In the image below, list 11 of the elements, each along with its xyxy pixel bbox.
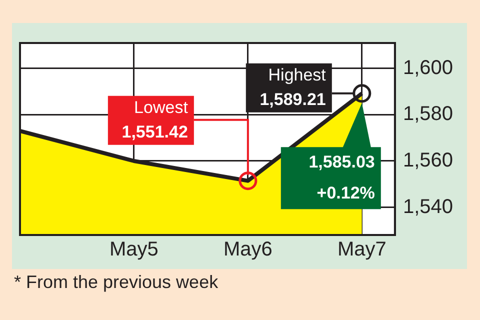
y-tick-label: 1,600 bbox=[402, 56, 454, 79]
annotation: 1,585.03 +0.12% bbox=[308, 152, 375, 202]
y-tick-label: 1,540 bbox=[402, 196, 454, 218]
annotation: Highest 1,589.21 bbox=[260, 65, 326, 109]
y-tick-label: 1,580 bbox=[402, 103, 454, 126]
x-tick-label: May7 bbox=[337, 238, 386, 261]
x-tick-label: May5 bbox=[110, 238, 158, 261]
text: * From the previous week bbox=[14, 272, 218, 293]
annotation: Lowest 1,551.42 bbox=[122, 98, 188, 142]
x-tick-label: May6 bbox=[223, 238, 272, 261]
y-tick-label: 1,560 bbox=[402, 149, 454, 172]
